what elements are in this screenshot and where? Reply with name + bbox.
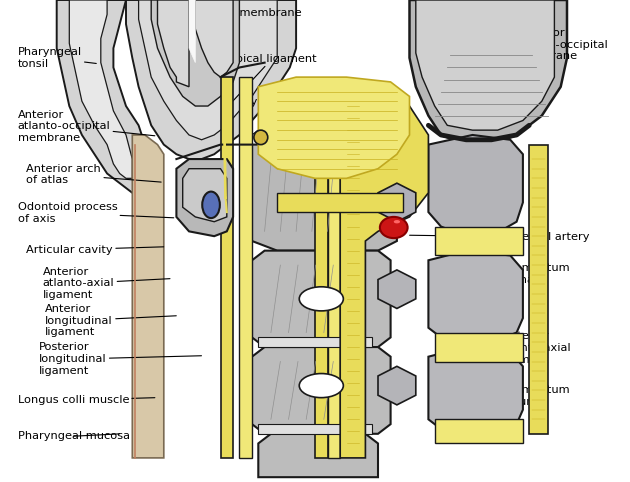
Polygon shape [428,251,523,342]
Text: Articular cavity: Articular cavity [26,245,164,254]
Text: Anterior
atlanto-axial
ligament: Anterior atlanto-axial ligament [43,267,170,300]
Polygon shape [176,159,233,236]
Polygon shape [328,106,340,458]
Polygon shape [252,145,397,251]
Polygon shape [195,0,233,77]
Polygon shape [239,77,252,458]
Polygon shape [132,135,164,458]
Ellipse shape [299,287,343,311]
Polygon shape [258,424,372,434]
Polygon shape [258,337,372,347]
Polygon shape [183,169,227,222]
Text: Hypoglossal nerve: Hypoglossal nerve [242,97,348,135]
Text: C1: C1 [466,303,524,314]
Ellipse shape [202,192,220,218]
Ellipse shape [299,374,343,398]
Polygon shape [158,0,189,87]
Polygon shape [410,0,567,145]
Polygon shape [139,0,277,140]
Text: Odontoid process
of axis: Odontoid process of axis [18,202,174,224]
Text: Pharyngeal
tonsil: Pharyngeal tonsil [18,47,96,68]
Polygon shape [315,106,328,458]
Polygon shape [529,145,548,434]
Polygon shape [277,193,403,212]
Polygon shape [435,333,523,362]
Polygon shape [189,0,195,63]
Polygon shape [151,0,239,106]
Text: Posterior
atlanto-axial
ligament: Posterior atlanto-axial ligament [454,332,571,364]
Text: Anterior arch
of atlas: Anterior arch of atlas [26,164,161,185]
Polygon shape [378,366,416,405]
Polygon shape [416,0,554,130]
Polygon shape [378,183,416,222]
Ellipse shape [254,130,268,145]
Polygon shape [428,347,523,434]
Polygon shape [220,77,233,458]
Polygon shape [258,434,378,477]
Text: Longus colli muscle: Longus colli muscle [18,395,155,405]
Text: Ligamentum
flavum: Ligamentum flavum [444,386,571,407]
Ellipse shape [394,220,400,223]
Text: Ligamentum
nuchae: Ligamentum nuchae [469,263,571,284]
Polygon shape [258,77,410,178]
Text: Anterior
atlanto-occipital
membrane: Anterior atlanto-occipital membrane [18,110,155,143]
Polygon shape [435,227,523,255]
Polygon shape [126,0,296,159]
Polygon shape [252,251,391,347]
Text: Anterior
longitudinal
ligament: Anterior longitudinal ligament [45,304,176,337]
Polygon shape [252,347,391,434]
Text: Vertebral artery: Vertebral artery [410,232,590,242]
Text: Posterior
atlanto-occipital
membrane: Posterior atlanto-occipital membrane [454,28,608,61]
Polygon shape [435,419,523,443]
Text: Posterior
longitudinal
ligament: Posterior longitudinal ligament [39,343,202,375]
Polygon shape [69,0,132,178]
Polygon shape [378,270,416,308]
Polygon shape [57,0,151,193]
Circle shape [380,217,408,238]
Text: Tentorial membrane: Tentorial membrane [187,8,302,30]
Polygon shape [340,87,428,458]
Text: Pharyngeal mucosa: Pharyngeal mucosa [18,431,130,441]
Text: Transverse
ligament: Transverse ligament [314,103,376,183]
Polygon shape [428,135,523,236]
Text: Apical ligament: Apical ligament [228,54,316,101]
